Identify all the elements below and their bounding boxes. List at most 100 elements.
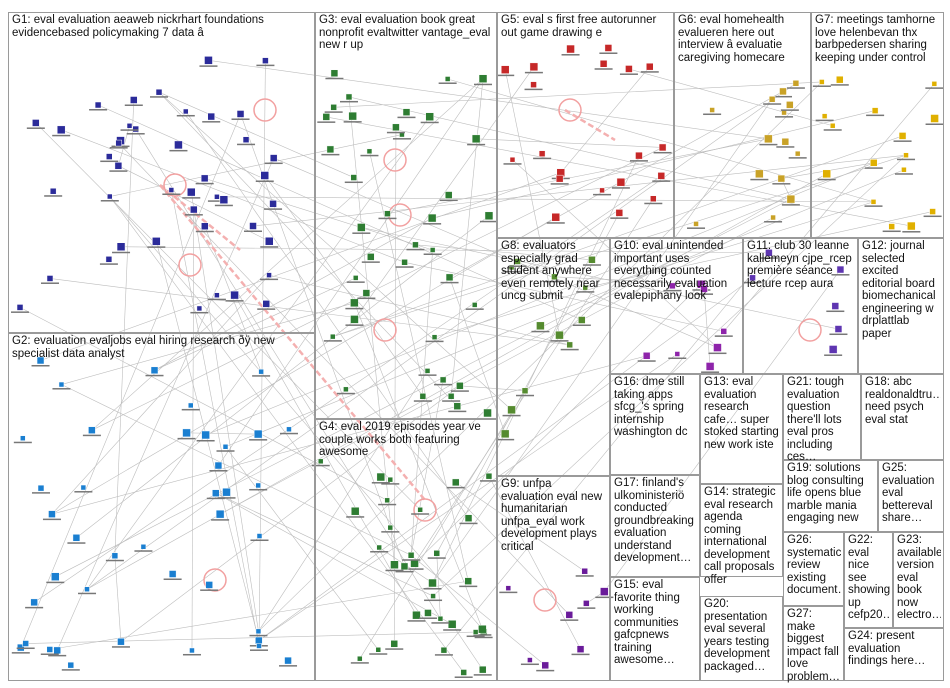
graph-edge	[258, 60, 266, 646]
node-caption-mark	[923, 215, 942, 218]
graph-node	[616, 177, 626, 187]
graph-node	[615, 209, 624, 217]
node-caption-mark	[124, 104, 143, 106]
graph-node	[819, 79, 825, 85]
node-caption-mark	[225, 300, 244, 302]
graph-node	[541, 661, 549, 670]
graph-node	[536, 321, 545, 331]
graph-node	[262, 57, 269, 64]
node-caption-mark	[26, 127, 45, 129]
node-caption-mark	[249, 488, 268, 491]
graph-node	[262, 300, 270, 308]
graph-edge	[723, 83, 935, 332]
node-caption-mark	[594, 68, 613, 70]
group-label-g25: G25: evaluation eval bettereval share…	[882, 462, 938, 524]
node-caption-mark	[252, 375, 271, 377]
group-label-g4: G4: eval 2019 episodes year ve couple wo…	[319, 421, 484, 458]
node-caption-mark	[182, 197, 201, 199]
graph-node	[230, 290, 239, 300]
graph-node	[551, 212, 561, 222]
graph-node	[375, 647, 382, 653]
group-g22: G22: eval nice see showing up cefp20…	[844, 532, 893, 628]
graph-node	[84, 586, 90, 592]
graph-node	[242, 136, 250, 143]
node-caption-mark	[112, 251, 131, 254]
graph-node	[451, 478, 460, 487]
graph-node	[829, 122, 836, 129]
graph-node	[583, 600, 590, 607]
graph-edge	[61, 302, 355, 385]
graph-node	[130, 96, 138, 104]
graph-node	[117, 637, 125, 646]
graph-edge	[414, 198, 654, 564]
graph-edge	[436, 553, 441, 619]
node-caption-mark	[653, 151, 672, 154]
graph-node	[508, 264, 515, 271]
graph-node	[456, 382, 464, 390]
graph-node	[72, 534, 81, 542]
graph-node	[505, 585, 512, 591]
node-caption-mark	[169, 149, 188, 152]
graph-node	[284, 656, 292, 665]
node-caption-mark	[207, 200, 226, 202]
graph-node	[116, 242, 126, 252]
node-caption-mark	[824, 354, 843, 356]
node-caption-mark	[546, 222, 565, 224]
graph-node	[106, 153, 113, 160]
node-caption-mark	[434, 383, 453, 386]
graph-node	[330, 69, 339, 78]
node-caption-mark	[812, 85, 831, 87]
graph-node	[114, 162, 123, 170]
graph-node	[464, 577, 472, 585]
graph-edge	[432, 110, 876, 219]
node-caption-mark	[443, 629, 462, 631]
graph-node	[464, 514, 473, 522]
graph-node	[500, 65, 510, 74]
node-caption-mark	[202, 121, 221, 123]
node-caption-mark	[244, 230, 263, 233]
graph-node	[330, 104, 337, 111]
node-caption-mark	[893, 140, 912, 142]
graph-edge	[414, 284, 702, 564]
node-caption-mark	[279, 432, 298, 435]
graph-edge	[332, 135, 903, 337]
graph-node	[174, 140, 183, 150]
graph-node	[168, 187, 175, 193]
highlight-edge	[159, 184, 241, 251]
node-caption-mark	[663, 289, 682, 292]
graph-node	[387, 524, 394, 531]
graph-node	[821, 113, 828, 119]
nodes-layer	[11, 44, 944, 678]
graph-edge	[158, 91, 512, 411]
graph-node	[674, 351, 681, 357]
node-caption-mark	[46, 581, 65, 584]
graph-edge	[86, 83, 797, 590]
node-caption-mark	[442, 400, 461, 402]
group-g12: G12: journal selected excited editorial …	[858, 238, 944, 374]
node-caption-mark	[184, 214, 203, 216]
node-caption-mark	[459, 522, 478, 525]
node-caption-mark	[211, 519, 230, 521]
node-caption-mark	[369, 653, 388, 655]
graph-node	[357, 223, 366, 232]
node-caption-mark	[31, 492, 50, 494]
node-caption-mark	[524, 71, 543, 74]
graph-edge	[432, 99, 773, 584]
graph-edge	[240, 113, 405, 567]
group-g24: G24: present evaluation findings here…	[844, 628, 944, 681]
graph-node	[898, 132, 907, 140]
graph-edge	[114, 99, 135, 556]
graph-node	[604, 44, 613, 52]
node-caption-mark	[206, 497, 225, 500]
graph-node	[770, 214, 776, 221]
node-caption-mark	[826, 310, 845, 313]
node-caption-mark	[775, 116, 794, 118]
graph-node	[521, 387, 529, 395]
group-g17: G17: finland's ulkoministeriö conducted …	[610, 475, 700, 577]
graph-edge	[154, 277, 356, 371]
graph-edge	[443, 252, 770, 651]
graph-edge	[432, 155, 640, 584]
graph-node	[49, 187, 57, 195]
graph-node	[201, 222, 209, 230]
graph-node	[269, 200, 277, 208]
